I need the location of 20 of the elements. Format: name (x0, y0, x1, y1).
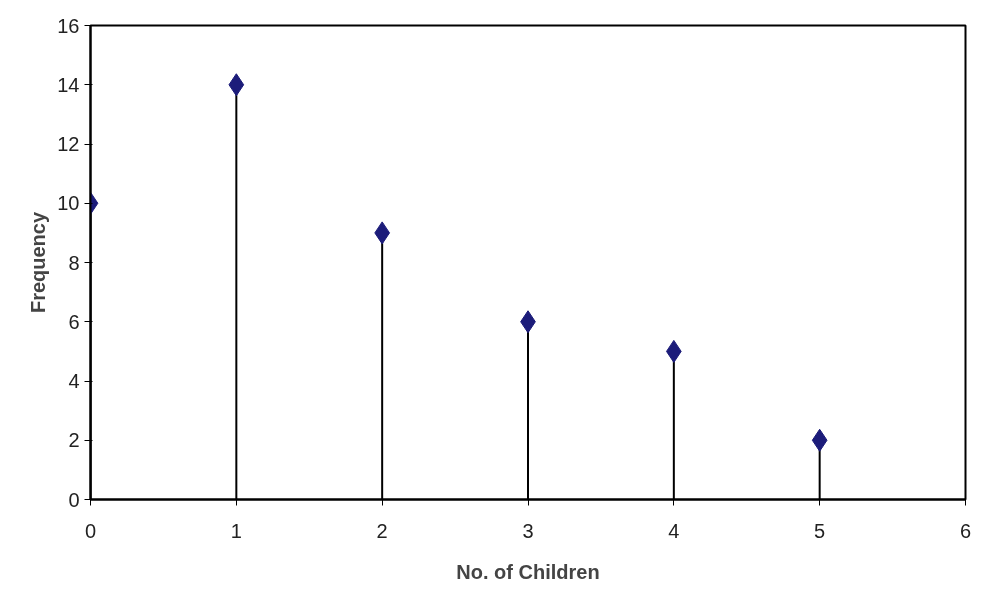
y-tick-label: 2 (68, 429, 80, 452)
y-tick-label: 14 (57, 73, 80, 96)
x-tick-label: 2 (376, 519, 388, 542)
y-tick-label: 8 (68, 251, 80, 274)
x-tick-label: 3 (522, 519, 534, 542)
x-tick-label: 6 (959, 519, 972, 542)
y-tick-label: 0 (68, 488, 80, 511)
point (811, 428, 828, 452)
x-tick-label: 5 (814, 519, 826, 542)
x-tick-label: 4 (668, 519, 680, 542)
point (228, 73, 245, 97)
y-tick-label: 10 (57, 192, 80, 215)
y-tick-label: 12 (57, 133, 80, 155)
y-axis-title: Frequency (27, 211, 50, 314)
y-tick-label: 6 (68, 310, 80, 333)
x-tick-label: 0 (84, 519, 97, 542)
y-tick-label: 4 (68, 370, 80, 392)
y-tick-label: 16 (57, 14, 80, 37)
x-tick-label: 1 (230, 519, 242, 542)
x-axis-title: No. of Children (456, 560, 600, 583)
